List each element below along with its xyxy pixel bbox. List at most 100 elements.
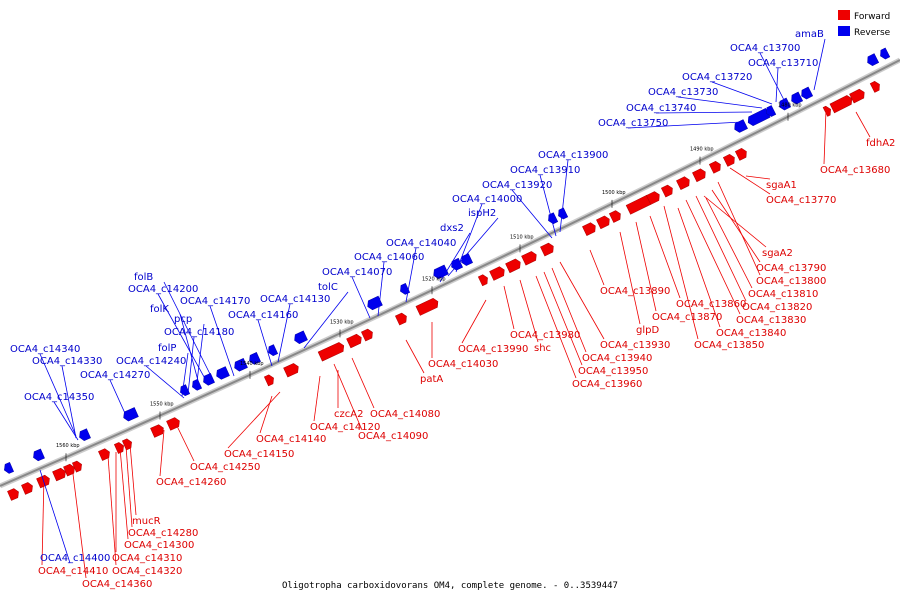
reverse-gene-label[interactable]: OCA4_c14340 (10, 344, 80, 355)
forward-gene-label[interactable]: OCA4_c14280 (128, 528, 198, 539)
reverse-gene-label[interactable]: OCA4_c13720 (682, 72, 752, 83)
reverse-connector (257, 319, 273, 367)
forward-gene-arrow (646, 191, 660, 205)
forward-gene-label[interactable]: OCA4_c13790 (756, 263, 826, 274)
forward-gene-label[interactable]: mucR (132, 516, 161, 527)
reverse-gene-label[interactable]: OCA4_c13910 (510, 165, 580, 176)
forward-gene-label[interactable]: OCA4_c14300 (124, 540, 194, 551)
reverse-gene-label[interactable]: dxs2 (440, 223, 464, 234)
forward-gene-label[interactable]: OCA4_c13850 (694, 340, 764, 351)
reverse-gene-label[interactable]: OCA4_c14330 (32, 356, 102, 367)
reverse-gene-label[interactable]: folK (150, 304, 169, 315)
reverse-gene-label[interactable]: OCA4_c14170 (180, 296, 250, 307)
reverse-gene-label[interactable]: OCA4_c14060 (354, 252, 424, 263)
forward-gene-arrow (722, 154, 735, 167)
forward-gene-label[interactable]: OCA4_c13770 (766, 195, 836, 206)
forward-connector (125, 445, 133, 528)
reverse-gene-label[interactable]: OCA4_c14400 (40, 553, 110, 564)
reverse-gene-label[interactable]: OCA4_c13740 (626, 103, 696, 114)
forward-gene (263, 374, 274, 387)
forward-gene-label[interactable]: patA (420, 374, 443, 385)
reverse-gene-label[interactable]: OCA4_c14180 (164, 327, 234, 338)
reverse-gene-label[interactable]: OCA4_c14200 (128, 284, 198, 295)
reverse-gene-label[interactable]: OCA4_c13900 (538, 150, 608, 161)
reverse-gene-label[interactable]: tolC (318, 282, 338, 293)
forward-gene-label[interactable]: OCA4_c14140 (256, 434, 326, 445)
forward-gene-label[interactable]: OCA4_c13940 (582, 353, 652, 364)
reverse-gene-label[interactable]: OCA4_c14270 (80, 370, 150, 381)
forward-gene-label[interactable]: OCA4_c13840 (716, 328, 786, 339)
reverse-connector (439, 232, 471, 283)
reverse-gene (4, 461, 14, 474)
forward-connector (823, 109, 827, 165)
reverse-gene-label[interactable]: folB (134, 272, 153, 283)
forward-gene-label[interactable]: OCA4_c14090 (358, 431, 428, 442)
reverse-gene-label[interactable]: OCA4_c14130 (260, 294, 330, 305)
reverse-connector (511, 189, 553, 239)
forward-gene-label[interactable]: OCA4_c14150 (224, 449, 294, 460)
forward-connector (461, 299, 487, 344)
forward-gene-label[interactable]: OCA4_c13870 (652, 312, 722, 323)
forward-gene-label[interactable]: OCA4_c13680 (820, 165, 890, 176)
forward-gene-label[interactable]: OCA4_c13860 (676, 299, 746, 310)
reverse-gene-label[interactable]: OCA4_c13710 (748, 58, 818, 69)
forward-gene-label[interactable]: OCA4_c14320 (112, 566, 182, 577)
forward-gene-label[interactable]: OCA4_c14080 (370, 409, 440, 420)
reverse-gene-label[interactable]: OCA4_c14350 (24, 392, 94, 403)
reverse-gene-label[interactable]: pcp (174, 314, 192, 325)
forward-gene-label[interactable]: sgaA2 (762, 248, 793, 259)
forward-gene-label[interactable]: OCA4_c13820 (742, 302, 812, 313)
forward-gene-label[interactable]: OCA4_c14310 (112, 553, 182, 564)
reverse-gene-label[interactable]: OCA4_c14160 (228, 310, 298, 321)
forward-gene-label[interactable]: OCA4_c13960 (572, 379, 642, 390)
forward-connector (589, 249, 605, 286)
forward-gene-arrow (71, 460, 82, 473)
forward-gene-label[interactable]: OCA4_c14360 (82, 579, 152, 590)
forward-gene-label[interactable]: OCA4_c13830 (736, 315, 806, 326)
forward-gene (415, 297, 439, 316)
forward-gene-label[interactable]: OCA4_c13810 (748, 289, 818, 300)
forward-gene-label[interactable]: glpD (636, 325, 659, 336)
forward-gene-label[interactable]: czcA2 (334, 409, 363, 420)
reverse-gene-arrow (734, 119, 748, 133)
forward-gene-label[interactable]: OCA4_c13980 (510, 330, 580, 341)
forward-gene-arrow (708, 160, 721, 174)
reverse-gene (234, 358, 248, 372)
reverse-gene-label[interactable]: OCA4_c14240 (116, 356, 186, 367)
reverse-gene (779, 97, 792, 111)
scale-tick-label: 1540 kbp (240, 361, 264, 367)
forward-gene-label[interactable]: OCA4_c13890 (600, 286, 670, 297)
forward-gene-label[interactable]: OCA4_c13800 (756, 276, 826, 287)
gene-labels[interactable]: fdhA2 OCA4_c13680 sgaA1 OCA4_c13770 sgaA2 OCA… (10, 29, 895, 590)
forward-gene-label[interactable]: OCA4_c13950 (578, 366, 648, 377)
forward-gene-label[interactable]: OCA4_c14260 (156, 477, 226, 488)
reverse-gene-label[interactable]: OCA4_c14000 (452, 194, 522, 205)
reverse-gene-arrow (216, 366, 230, 380)
forward-gene-arrow (395, 312, 407, 326)
reverse-connector (447, 217, 499, 277)
reverse-gene-label[interactable]: folP (158, 343, 176, 354)
reverse-gene-label[interactable]: amaB (795, 29, 824, 40)
reverse-gene-label[interactable]: OCA4_c13700 (730, 43, 800, 54)
forward-connector (107, 455, 117, 566)
forward-gene-label[interactable]: OCA4_c14410 (38, 566, 108, 577)
forward-gene-label[interactable]: OCA4_c13990 (458, 344, 528, 355)
reverse-gene-arrow (234, 358, 248, 372)
reverse-gene-label[interactable]: OCA4_c13750 (598, 118, 668, 129)
forward-gene-label[interactable]: shc (534, 343, 551, 354)
forward-gene-label[interactable]: fdhA2 (866, 138, 895, 149)
forward-gene-label[interactable]: OCA4_c14120 (310, 422, 380, 433)
reverse-gene-label[interactable]: OCA4_c13920 (482, 180, 552, 191)
forward-connector (71, 465, 87, 579)
reverse-gene-label[interactable]: OCA4_c13730 (648, 87, 718, 98)
forward-gene-label[interactable]: OCA4_c14250 (190, 462, 260, 473)
forward-gene-label[interactable]: OCA4_c14030 (428, 359, 498, 370)
reverse-gene-label[interactable]: ispH2 (468, 208, 496, 219)
reverse-connector (377, 261, 385, 317)
forward-gene-label[interactable]: OCA4_c13930 (600, 340, 670, 351)
gene-features (4, 47, 891, 501)
reverse-gene-label[interactable]: OCA4_c14040 (386, 238, 456, 249)
reverse-gene-label[interactable]: OCA4_c14070 (322, 267, 392, 278)
scale-tick-label: 1480 kbp (778, 103, 802, 109)
forward-gene-label[interactable]: sgaA1 (766, 180, 797, 191)
